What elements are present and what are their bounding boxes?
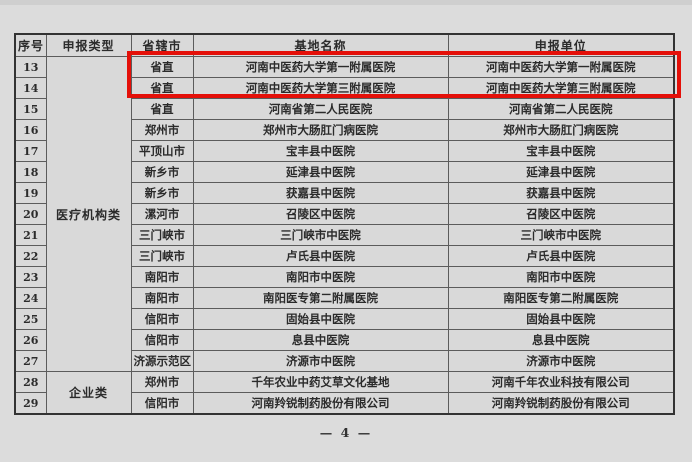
cell-applicant: 河南千年农业科技有限公司 <box>447 371 675 393</box>
table-row: 27 济源示范区 济源市中医院 济源市中医院 <box>14 350 675 372</box>
cell-applicant: 郑州市大肠肛门病医院 <box>447 119 675 141</box>
table-row: 16 郑州市 郑州市大肠肛门病医院 郑州市大肠肛门病医院 <box>14 119 675 141</box>
col-header-city: 省辖市 <box>130 33 194 57</box>
cell-city: 郑州市 <box>130 119 194 141</box>
cell-city: 郑州市 <box>130 371 194 393</box>
cell-base-name: 息县中医院 <box>192 329 449 351</box>
cell-applicant: 获嘉县中医院 <box>447 182 675 204</box>
cell-row-number: 13 <box>14 56 47 78</box>
cell-base-name: 郑州市大肠肛门病医院 <box>192 119 449 141</box>
cell-applicant: 河南中医药大学第三附属医院 <box>447 77 675 99</box>
cell-applicant: 息县中医院 <box>447 329 675 351</box>
cell-applicant: 济源市中医院 <box>447 350 675 372</box>
cell-row-number: 27 <box>14 350 47 372</box>
cell-applicant: 南阳医专第二附属医院 <box>447 287 675 309</box>
table-row: 17 平顶山市 宝丰县中医院 宝丰县中医院 <box>14 140 675 162</box>
cell-base-name: 千年农业中药艾草文化基地 <box>192 371 449 393</box>
cell-city: 漯河市 <box>130 203 194 225</box>
table-row: 29 信阳市 河南羚锐制药股份有限公司 河南羚锐制药股份有限公司 <box>14 392 675 415</box>
cell-row-number: 16 <box>14 119 47 141</box>
table-row: 18 新乡市 延津县中医院 延津县中医院 <box>14 161 675 183</box>
cell-applicant: 河南羚锐制药股份有限公司 <box>447 392 675 415</box>
cell-base-name: 南阳市中医院 <box>192 266 449 288</box>
cell-applicant: 河南中医药大学第一附属医院 <box>447 56 675 78</box>
cell-city: 三门峡市 <box>130 245 194 267</box>
table-row: 28 企业类 郑州市 千年农业中药艾草文化基地 河南千年农业科技有限公司 <box>14 371 675 415</box>
cell-city: 南阳市 <box>130 287 194 309</box>
table-row: 23 南阳市 南阳市中医院 南阳市中医院 <box>14 266 675 288</box>
cell-base-name: 河南羚锐制药股份有限公司 <box>192 392 449 415</box>
cell-row-number: 19 <box>14 182 47 204</box>
cell-city: 信阳市 <box>130 308 194 330</box>
cell-row-number: 25 <box>14 308 47 330</box>
cell-base-name: 河南中医药大学第三附属医院 <box>192 77 449 99</box>
cell-row-number: 26 <box>14 329 47 351</box>
cell-row-number: 29 <box>14 392 47 415</box>
cell-applicant: 延津县中医院 <box>447 161 675 183</box>
cell-base-name: 三门峡市中医院 <box>192 224 449 246</box>
cell-base-name: 河南省第二人民医院 <box>192 98 449 120</box>
col-header-applicant: 申报单位 <box>447 33 675 57</box>
cell-base-name: 宝丰县中医院 <box>192 140 449 162</box>
cell-row-number: 20 <box>14 203 47 225</box>
cell-city: 省直 <box>130 98 194 120</box>
cell-row-number: 18 <box>14 161 47 183</box>
cell-applicant: 召陵区中医院 <box>447 203 675 225</box>
col-header-index: 序号 <box>14 33 47 57</box>
page-number: — 4 — <box>319 425 373 440</box>
table-body: 13 医疗机构类 省直 河南中医药大学第一附属医院 河南中医药大学第一附属医院 14 省直河… <box>14 56 675 415</box>
table-row: 13 医疗机构类 省直 河南中医药大学第一附属医院 河南中医药大学第一附属医院 <box>14 56 675 372</box>
cell-applicant: 宝丰县中医院 <box>447 140 675 162</box>
cell-applicant: 固始县中医院 <box>447 308 675 330</box>
table-row: 22 三门峡市 卢氏县中医院 卢氏县中医院 <box>14 245 675 267</box>
cell-city: 平顶山市 <box>130 140 194 162</box>
cell-base-name: 获嘉县中医院 <box>192 182 449 204</box>
cell-row-number: 28 <box>14 371 47 393</box>
cell-type-group: 医疗机构类 <box>45 56 132 372</box>
cell-base-name: 南阳医专第二附属医院 <box>192 287 449 309</box>
cell-applicant: 南阳市中医院 <box>447 266 675 288</box>
cell-row-number: 15 <box>14 98 47 120</box>
cell-row-number: 21 <box>14 224 47 246</box>
cell-base-name: 召陵区中医院 <box>192 203 449 225</box>
cell-city: 济源示范区 <box>130 350 194 372</box>
cell-applicant: 卢氏县中医院 <box>447 245 675 267</box>
cell-city: 信阳市 <box>130 392 194 415</box>
cell-row-number: 23 <box>14 266 47 288</box>
cell-city: 信阳市 <box>130 329 194 351</box>
cell-city: 新乡市 <box>130 182 194 204</box>
cell-city: 省直 <box>130 77 194 99</box>
cell-base-name: 固始县中医院 <box>192 308 449 330</box>
col-header-base-name: 基地名称 <box>192 33 449 57</box>
cell-row-number: 14 <box>14 77 47 99</box>
cell-base-name: 延津县中医院 <box>192 161 449 183</box>
base-table: 序号 申报类型 省辖市 基地名称 申报单位 13 医疗机构类 省直 河南中医药大学第一… <box>14 33 675 415</box>
cell-city: 省直 <box>130 56 194 78</box>
cell-row-number: 22 <box>14 245 47 267</box>
cell-base-name: 济源市中医院 <box>192 350 449 372</box>
table-header-row: 序号 申报类型 省辖市 基地名称 申报单位 <box>14 33 675 57</box>
cell-applicant: 三门峡市中医院 <box>447 224 675 246</box>
cell-type-group: 企业类 <box>45 371 132 415</box>
table-row: 19 新乡市 获嘉县中医院 获嘉县中医院 <box>14 182 675 204</box>
cell-row-number: 17 <box>14 140 47 162</box>
cell-base-name: 河南中医药大学第一附属医院 <box>192 56 449 78</box>
cell-city: 南阳市 <box>130 266 194 288</box>
col-header-type: 申报类型 <box>45 33 132 57</box>
cell-base-name: 卢氏县中医院 <box>192 245 449 267</box>
cell-row-number: 24 <box>14 287 47 309</box>
table-row: 24 南阳市 南阳医专第二附属医院 南阳医专第二附属医院 <box>14 287 675 309</box>
cell-city: 三门峡市 <box>130 224 194 246</box>
cell-city: 新乡市 <box>130 161 194 183</box>
cell-applicant: 河南省第二人民医院 <box>447 98 675 120</box>
